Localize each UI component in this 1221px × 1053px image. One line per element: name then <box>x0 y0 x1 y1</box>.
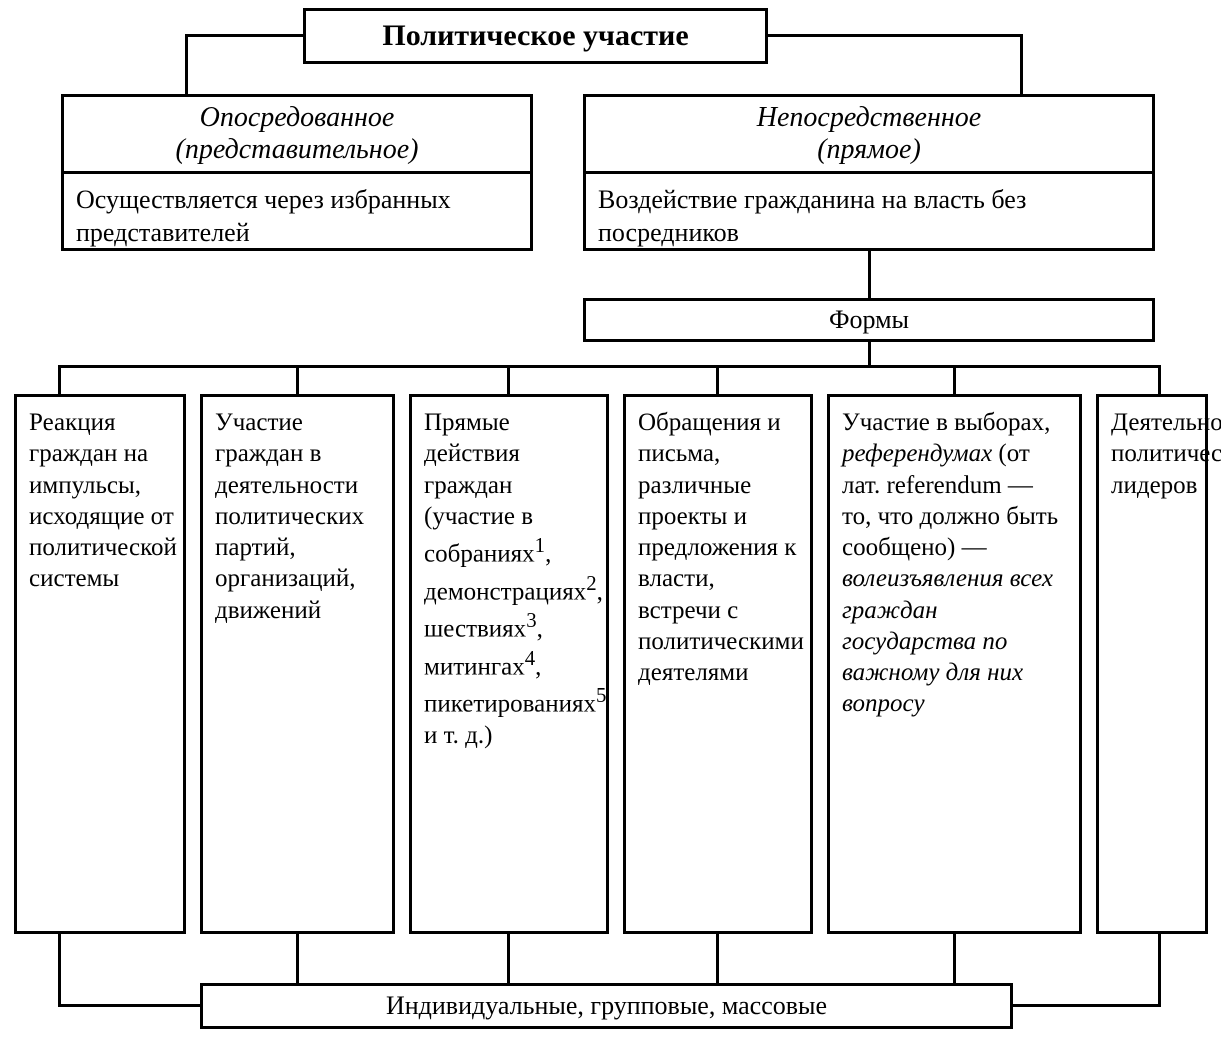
conn-form6-drop <box>1158 934 1161 1004</box>
right-header-line2: (прямое) <box>817 134 921 165</box>
form-box-4: Обращения и письма, различные проекты и … <box>623 394 813 934</box>
left-header-line2: (представительное) <box>176 134 419 165</box>
right-branch-description: Воздействие гражданина на власть без пос… <box>583 171 1155 251</box>
right-header-line1: Непосредственное <box>757 102 981 133</box>
title-text: Политическое участие <box>382 19 688 54</box>
conn-forms-drop-6 <box>1158 365 1161 394</box>
conn-title-left-v <box>185 34 188 94</box>
diagram-canvas: Политическое участие Опосредованное (пре… <box>0 0 1221 1053</box>
conn-title-right-h <box>765 34 1023 37</box>
forms-label-text: Формы <box>829 305 909 335</box>
form-1-text: Реакция граждан на импульсы, исходящие о… <box>29 407 177 595</box>
conn-form3-drop <box>507 934 510 983</box>
conn-right-to-forms <box>868 251 871 298</box>
footer-box: Индивидуальные, групповые, массовые <box>200 983 1013 1029</box>
conn-form5-drop <box>953 934 956 983</box>
conn-forms-drop-4 <box>716 365 719 394</box>
form-box-1: Реакция граждан на импульсы, исходящие о… <box>14 394 186 934</box>
form-3-text: Прямые действия граждан (участие в собра… <box>424 407 606 751</box>
form-5-text: Участие в выборах, референдумах (от лат.… <box>842 407 1067 720</box>
left-description-text: Осуществляется через избранных представи… <box>76 184 518 249</box>
conn-footer-bus-right <box>1010 1004 1161 1007</box>
form-box-5: Участие в выборах, референдумах (от лат.… <box>827 394 1082 934</box>
left-header-line1: Опосредованное <box>200 102 395 133</box>
right-branch-header: Непосредственное (прямое) <box>583 94 1155 174</box>
conn-footer-bus-left <box>58 1004 203 1007</box>
title-box: Политическое участие <box>303 8 768 64</box>
forms-label-box: Формы <box>583 298 1155 342</box>
conn-forms-bus <box>58 365 1161 368</box>
conn-form1-drop <box>58 934 61 1004</box>
left-branch-description: Осуществляется через избранных представи… <box>61 171 533 251</box>
form-box-6: Деятельность политических лидеров <box>1096 394 1208 934</box>
conn-title-left-h <box>185 34 306 37</box>
form-2-text: Участие граждан в деятельности политичес… <box>215 407 380 626</box>
right-description-text: Воздействие гражданина на власть без пос… <box>598 184 1140 249</box>
conn-forms-drop-5 <box>953 365 956 394</box>
form-4-text: Обращения и письма, различные проекты и … <box>638 407 804 688</box>
conn-form2-drop <box>296 934 299 983</box>
conn-forms-drop-2 <box>296 365 299 394</box>
conn-forms-drop-1 <box>58 365 61 394</box>
form-box-2: Участие граждан в деятельности политичес… <box>200 394 395 934</box>
form-box-3: Прямые действия граждан (участие в собра… <box>409 394 609 934</box>
conn-form4-drop <box>716 934 719 983</box>
left-branch-header: Опосредованное (представительное) <box>61 94 533 174</box>
conn-forms-drop-3 <box>507 365 510 394</box>
form-6-text: Деятельность политических лидеров <box>1111 407 1221 501</box>
conn-title-right-v <box>1020 34 1023 94</box>
conn-forms-main-drop <box>868 342 871 365</box>
footer-text: Индивидуальные, групповые, массовые <box>386 991 827 1021</box>
